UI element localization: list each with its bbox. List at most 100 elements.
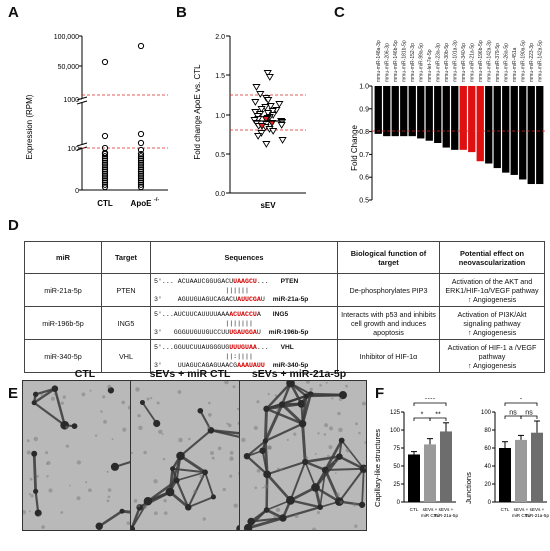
panel-c-chart: Fold Change 1.0 0.9 0.8 0.7 0.6 0.5 mmu-miR-1… (350, 40, 545, 205)
category-label: sEVs + (514, 507, 529, 512)
bar (493, 86, 501, 169)
panel-a-superscript: -/- (154, 197, 159, 203)
data-point (101, 159, 109, 166)
sequence-cell: 5'...AUCUUCAUUUUAAAACUACCUA ING5 |||||||… (150, 306, 338, 340)
data-point (257, 106, 266, 113)
data-point (277, 122, 286, 129)
function-cell: Interacts with p53 and inhibits cell gro… (337, 306, 440, 340)
panel-label-d: D (8, 217, 19, 234)
bar-category-label: mmu-let-7e-5p (427, 49, 433, 82)
bar (408, 454, 420, 502)
data-point (101, 175, 109, 182)
bar-category-label: mmu-miR-379-5p (495, 43, 501, 82)
panel-b-ylabel: Fold change ApoE vs. CTL (193, 64, 202, 160)
data-point (137, 175, 145, 182)
axis-tick: 40 (484, 464, 491, 470)
panel-b-tick: 1.5 (215, 73, 225, 80)
axis-tick: 60 (484, 446, 491, 452)
category-label: sEVs + (423, 507, 438, 512)
bar-category-label: mmu-miR-142a-3p (486, 40, 492, 82)
data-point (137, 183, 145, 191)
micro-title-mir-21a: sEVs + miR-21a-5p (251, 368, 347, 380)
data-point (137, 181, 145, 188)
panel-f2-chart: Junctions 100 80 60 40 20 0 CTL sEVs +miR CTLsE… (464, 398, 549, 518)
bar (400, 86, 408, 137)
bar (424, 444, 436, 502)
data-point (269, 128, 278, 135)
bar-category-label: mmu-miR-152-3p (410, 43, 416, 82)
panel-c-tick: 0.5 (359, 198, 369, 205)
bar-category-label: mmu-miR-146b-5p (393, 40, 399, 82)
panel-f2-ylabel: Junctions (464, 472, 473, 504)
bar (485, 86, 493, 164)
data-point (137, 146, 145, 154)
bar (383, 86, 391, 137)
bar (391, 86, 399, 137)
significance-marker: **** (425, 398, 436, 404)
panel-b-xlabel: sEV (260, 201, 276, 210)
data-point (275, 101, 284, 108)
function-cell: Inhibitor of HIF-1α (337, 339, 440, 373)
bar-category-label: mmu-miR-181b-5p (401, 40, 407, 82)
up-arrow-icon: ↑ (467, 360, 472, 370)
data-point (137, 161, 145, 169)
data-point (101, 153, 109, 160)
significance-marker: ns (509, 410, 517, 417)
bar (510, 86, 518, 175)
bar (515, 439, 527, 502)
category-label: miR CTL (512, 513, 531, 518)
data-point (137, 168, 145, 175)
data-point (137, 166, 145, 173)
panel-a-tick: 0 (75, 188, 79, 195)
sequence-cell: 5'...GGUUCUUAUGGGUGUUUGUAA... VHL ||:|||… (150, 339, 338, 373)
data-point (101, 161, 109, 169)
table-header: Potential effect on neovascularization (439, 241, 545, 274)
significance-marker: ** (435, 412, 441, 419)
panel-label-f: F (375, 385, 385, 402)
bar (459, 86, 467, 150)
bar-category-label: mmu-miR-23a-3p (435, 43, 441, 82)
data-point (137, 179, 145, 186)
data-point (137, 170, 145, 177)
data-point (137, 159, 145, 166)
panel-c-tick: 0.7 (359, 152, 369, 159)
bar (425, 86, 433, 141)
significance-marker: * (520, 398, 523, 404)
effect-cell: Activation of the AKT and ERK1/HIF-1α/VE… (439, 273, 545, 307)
bar-category-label: mmu-miR-196b-5p (478, 40, 484, 82)
table-header: Sequences (150, 241, 338, 274)
bar (468, 86, 476, 153)
data-point (137, 153, 145, 160)
data-point (137, 155, 145, 162)
bar-category-label: mmu-miR-451a (512, 47, 518, 82)
panel-b-tick: 2.0 (215, 34, 225, 41)
panel-label-b: B (176, 4, 187, 21)
data-point (252, 84, 261, 91)
axis-tick: 50 (393, 464, 400, 470)
significance-marker: ns (525, 410, 533, 417)
panel-label-c: C (334, 4, 345, 21)
data-point (251, 99, 260, 106)
up-arrow-icon: ↑ (467, 294, 472, 304)
bar (374, 86, 382, 134)
category-label: miR CTL (421, 513, 440, 518)
data-point (262, 141, 271, 148)
bar (476, 86, 484, 162)
mir-cell: miR-340-5p (24, 339, 102, 373)
bar (408, 86, 416, 137)
panel-c-tick: 0.9 (359, 106, 369, 113)
data-point (101, 168, 109, 175)
data-point (266, 103, 275, 110)
micrograph-mir-ctl (130, 380, 258, 531)
axis-tick: 80 (484, 428, 491, 434)
bar-category-label: mmu-miR-26a-5p (503, 43, 509, 82)
micro-title-ctl: CTL (74, 368, 96, 380)
panel-c-tick: 0.6 (359, 175, 369, 182)
panel-b-chart: Fold change ApoE vs. CTL 2.0 1.5 1.0 0.5… (193, 34, 306, 210)
micro-title-mir-ctl: sEVs + miR CTL (149, 368, 231, 380)
data-point (254, 133, 263, 140)
target-cell: VHL (101, 339, 151, 373)
bar (531, 432, 543, 502)
panel-a-xlabel: CTL (97, 199, 113, 208)
significance-marker: * (421, 412, 424, 419)
